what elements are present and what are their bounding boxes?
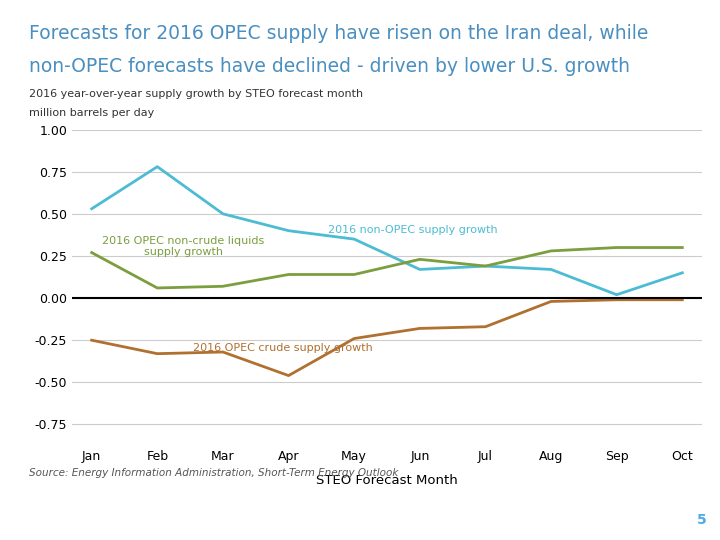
Text: October 15, 2015: October 15, 2015 <box>94 531 185 540</box>
Text: non-OPEC forecasts have declined - driven by lower U.S. growth: non-OPEC forecasts have declined - drive… <box>29 57 630 76</box>
Text: eia: eia <box>22 513 43 526</box>
Text: million barrels per day: million barrels per day <box>29 108 154 118</box>
X-axis label: STEO Forecast Month: STEO Forecast Month <box>316 475 458 488</box>
Text: 2016 year-over-year supply growth by STEO forecast month: 2016 year-over-year supply growth by STE… <box>29 89 363 99</box>
Text: 2016 OPEC non-crude liquids
supply growth: 2016 OPEC non-crude liquids supply growt… <box>102 235 265 257</box>
Text: 2016 non-OPEC supply growth: 2016 non-OPEC supply growth <box>328 225 498 235</box>
Text: New York Energy Forum | Oil and gas outlook: New York Energy Forum | Oil and gas outl… <box>94 512 328 523</box>
Text: 5: 5 <box>697 513 707 526</box>
Text: 2016 OPEC crude supply growth: 2016 OPEC crude supply growth <box>194 343 373 353</box>
Text: Forecasts for 2016 OPEC supply have risen on the Iran deal, while: Forecasts for 2016 OPEC supply have rise… <box>29 24 648 43</box>
Text: Source: Energy Information Administration, Short-Term Energy Outlook: Source: Energy Information Administratio… <box>29 468 398 478</box>
